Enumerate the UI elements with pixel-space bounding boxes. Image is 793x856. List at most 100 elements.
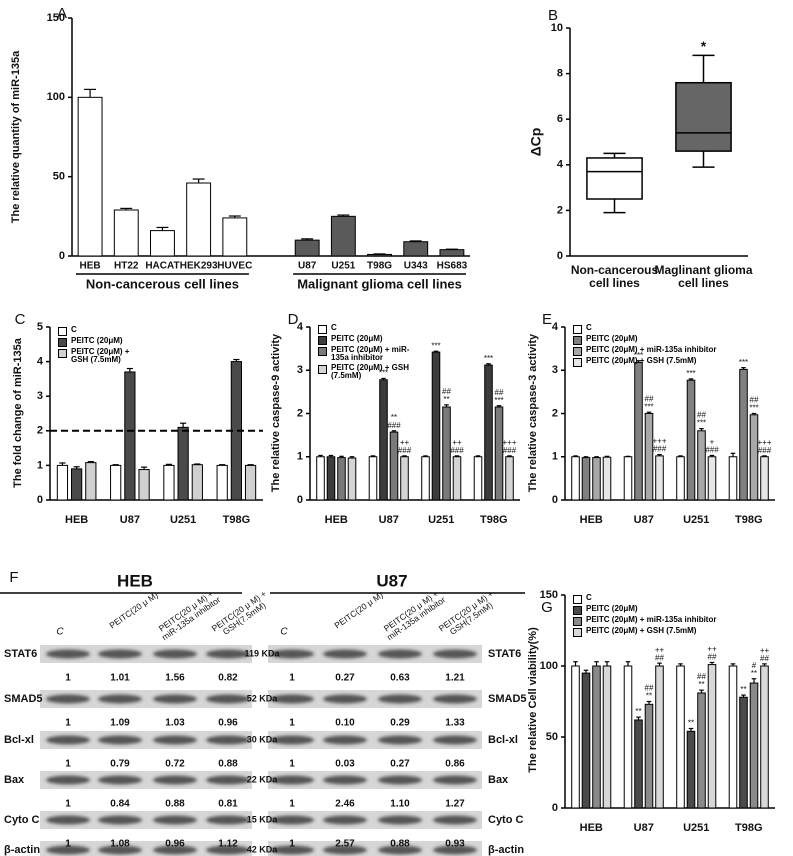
legend-swatch <box>573 325 582 334</box>
blot-band <box>153 735 197 745</box>
bar <box>421 456 430 501</box>
blot-band <box>378 649 422 659</box>
legend-label: PEITC (20μM) <box>586 334 638 343</box>
significance-mark: ### <box>758 446 772 455</box>
band-quantity: 1.27 <box>445 799 465 810</box>
y-tick-label: 8 <box>557 68 563 80</box>
blot-band <box>153 845 197 855</box>
y-tick-label: 4 <box>297 321 304 333</box>
protein-label: Cyto C <box>488 814 524 826</box>
blot-band <box>378 694 422 704</box>
band-quantity: 1.56 <box>165 673 185 684</box>
x-tick-label: HT22 <box>114 261 139 272</box>
x-tick-label: U87 <box>379 514 399 526</box>
significance-mark: ### <box>705 446 719 455</box>
blot-strip <box>40 811 252 829</box>
bar <box>623 456 633 501</box>
legend-entry: PEITC (20μM) + GSH (7.5mM) <box>318 363 418 381</box>
band-quantity: 1.10 <box>390 799 410 810</box>
legend: C PEITC (20μM) PEITC (20μM) + miR-135a inh… <box>573 593 773 638</box>
y-tick-label: 100 <box>540 660 558 672</box>
y-tick-label: 4 <box>37 356 44 368</box>
x-tick-label: HEK293 <box>180 261 218 272</box>
panel-letter: F <box>9 569 18 586</box>
y-tick-label: 4 <box>557 159 564 171</box>
error-bar <box>636 360 641 363</box>
error-bar <box>583 456 589 458</box>
bar <box>634 719 643 809</box>
y-tick-label: 0 <box>552 802 558 814</box>
error-bar <box>165 463 172 466</box>
error-bar <box>391 430 397 433</box>
bar <box>347 457 357 501</box>
blot-band <box>270 649 314 659</box>
significance-mark: ** <box>443 395 449 404</box>
significance-mark: ** <box>688 719 694 728</box>
loading-control-label: β-actin <box>4 844 40 856</box>
bar <box>294 239 320 257</box>
molecular-weight: 42 KDa <box>247 844 279 854</box>
legend-entry: PEITC (20μM) + miR-135a inhibitor <box>573 345 773 356</box>
error-bar <box>180 422 187 428</box>
significance-mark: *** <box>644 402 653 411</box>
significance-mark: ++ <box>655 645 665 654</box>
error-bar <box>192 178 205 184</box>
error-bar <box>59 462 66 466</box>
significance-mark: ## <box>495 388 504 397</box>
blot-band <box>378 845 422 855</box>
bar <box>326 456 336 501</box>
y-tick-label: 5 <box>37 321 43 333</box>
band-quantity: 0.84 <box>110 799 130 810</box>
error-bar <box>247 464 254 466</box>
legend-swatch <box>58 338 67 347</box>
error-bar <box>594 661 599 666</box>
band-quantity: 0.88 <box>218 759 238 770</box>
legend-entry: PEITC (20μM) <box>573 334 773 345</box>
significance-mark: # <box>752 661 757 670</box>
error-bar <box>233 358 240 362</box>
error-bar <box>646 700 652 705</box>
x-tick-label: U343 <box>404 261 428 272</box>
bar <box>439 249 465 257</box>
legend-label: PEITC (20μM) + miR-135a inhibitor <box>331 345 410 363</box>
error-bar <box>370 455 376 457</box>
band-quantity: 1.09 <box>110 718 130 729</box>
error-bar <box>730 663 736 666</box>
error-bar <box>678 663 683 666</box>
blot-strip <box>268 645 482 663</box>
bar <box>760 456 769 501</box>
error-bar <box>141 466 148 470</box>
group-label: Malignant glioma cell lines <box>297 276 462 291</box>
significance-mark: +++ <box>757 438 771 447</box>
significance-mark: ## <box>645 394 654 403</box>
bar <box>124 371 136 501</box>
error-bar <box>423 455 428 457</box>
bar <box>337 457 346 501</box>
band-quantity: 0.81 <box>218 799 238 810</box>
legend-swatch <box>58 327 67 336</box>
bar <box>676 456 685 501</box>
legend-entry: PEITC (20μM) + miR-135a inhibitor <box>318 345 418 363</box>
bar <box>403 241 429 257</box>
protein-label: Bax <box>4 774 25 786</box>
error-bar <box>709 661 715 665</box>
band-quantity: 0.96 <box>218 718 238 729</box>
bar <box>676 665 685 809</box>
bar <box>431 351 441 501</box>
band-quantity: 2.57 <box>335 839 355 850</box>
error-bar <box>381 377 386 380</box>
band-quantity: 0.93 <box>445 839 465 850</box>
y-tick-label: 2 <box>552 407 558 419</box>
band-quantity: 0.27 <box>335 673 355 684</box>
y-tick-label: 0 <box>297 494 303 506</box>
legend-swatch <box>318 347 327 356</box>
bar <box>686 379 696 501</box>
significance-mark: ## <box>697 411 706 420</box>
loading-control-label: β-actin <box>488 844 524 856</box>
legend: C PEITC (20μM) PEITC (20μM) + miR-135a inh… <box>573 323 773 368</box>
y-tick-label: 0 <box>37 494 43 506</box>
legend-swatch <box>573 617 582 626</box>
band-quantity: 1 <box>65 673 71 684</box>
y-tick-label: 150 <box>47 12 65 24</box>
x-tick-label: T98G <box>223 514 251 526</box>
